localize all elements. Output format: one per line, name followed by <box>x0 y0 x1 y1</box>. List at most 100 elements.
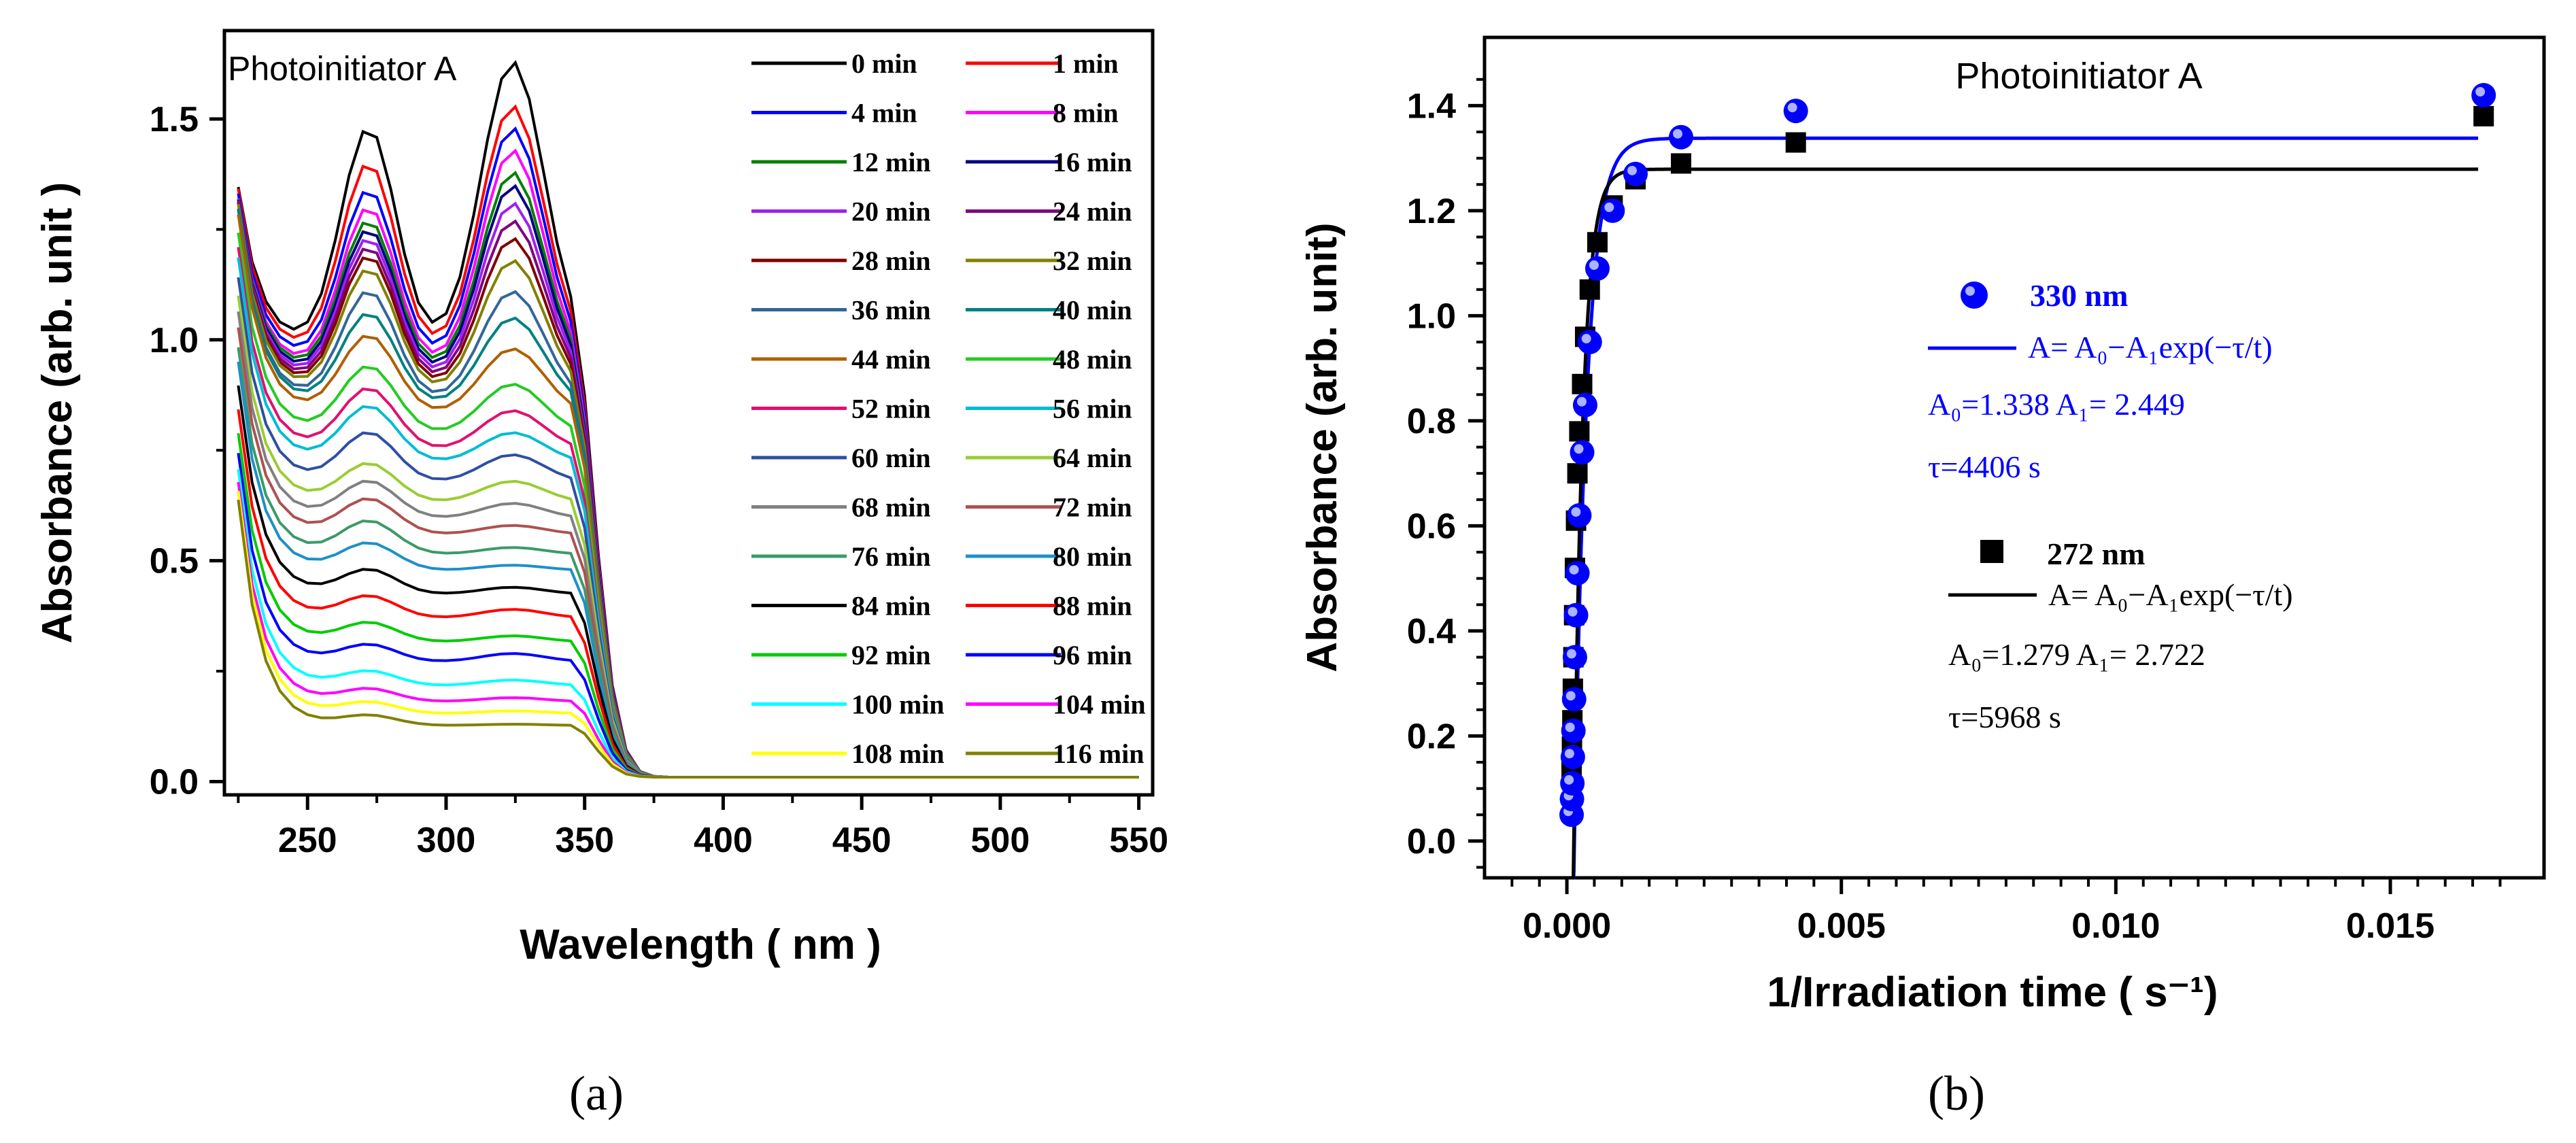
legend-label: 44 min <box>851 344 931 375</box>
b-x-tick-label: 0.010 <box>2071 906 2160 946</box>
legend-label: 68 min <box>851 492 931 523</box>
panel-a-legend: 0 min 1 min 4 min 8 min 12 min 16 min 20 min 24… <box>751 48 1146 769</box>
legend-label: 56 min <box>1053 394 1132 424</box>
legend-label: 20 min <box>851 197 931 227</box>
point-330nm <box>1783 99 1808 124</box>
panel-a-plot-frame <box>222 29 1155 797</box>
point-272nm <box>1587 232 1608 253</box>
panel-a-label: (a) <box>569 1066 624 1121</box>
legend-330nm-marker <box>1961 282 1988 309</box>
spectrum-curve-1-min <box>237 104 1139 779</box>
legend-272nm-marker <box>1980 540 2003 563</box>
point-330nm <box>1570 440 1595 465</box>
panel-a-curves <box>237 60 1139 779</box>
b-y-tick-label: 0.6 <box>1407 507 1456 546</box>
legend-label: 16 min <box>1053 147 1132 177</box>
panel-b-chart: 0.000 0.005 0.010 0.015 0.0 0.2 0.4 0.6 0.8 1.0 1.… <box>1299 35 2546 1121</box>
b-y-tick-label: 1.0 <box>1407 296 1456 336</box>
point-330nm-highlight <box>1564 774 1574 785</box>
panel-b-ticks: 0.000 0.005 0.010 0.015 0.0 0.2 0.4 0.6 0.8 1.0 1.… <box>1407 78 2502 946</box>
fit-line-272nm <box>1567 167 2479 880</box>
spectrum-curve-76-min <box>237 347 1139 779</box>
fit-line-330nm <box>1567 136 2479 880</box>
spectrum-curve-28-min <box>237 203 1139 779</box>
b-y-tick-label: 1.4 <box>1407 86 1456 126</box>
point-330nm-highlight <box>1569 564 1579 575</box>
legend-label: 76 min <box>851 541 931 572</box>
panel-b-label: (b) <box>1928 1066 1985 1121</box>
panel-b-data-points <box>1559 82 2496 828</box>
legend-272nm-fit-tau: τ=5968 s <box>1948 700 2061 734</box>
legend-330nm-fit-equation: A= A₀−A₁exp(−τ/t) <box>2028 330 2273 364</box>
panel-b-x-axis-label: 1/Irradiation time ( s⁻¹) <box>1767 969 2218 1016</box>
point-330nm <box>1567 502 1592 528</box>
a-y-tick-label: 0.0 <box>150 763 199 802</box>
b-y-tick-label: 1.2 <box>1407 192 1456 231</box>
legend-272nm-fit-params: A₀=1.279 A₁= 2.722 <box>1948 637 2205 672</box>
panel-b-y-axis-label: Absorbance (arb. unit) <box>1299 222 1346 672</box>
panel-b-fit-curves <box>1567 136 2479 880</box>
point-330nm-highlight <box>1604 202 1614 212</box>
point-272nm <box>1569 421 1590 442</box>
legend-label: 96 min <box>1053 640 1132 670</box>
legend-label: 80 min <box>1053 541 1132 572</box>
point-330nm <box>1561 718 1586 743</box>
legend-label: 92 min <box>851 640 931 670</box>
spectrum-curve-24-min <box>237 201 1139 779</box>
point-330nm <box>1577 330 1602 355</box>
legend-272nm-fit-equation: A= A₀−A₁exp(−τ/t) <box>2048 577 2293 612</box>
point-330nm-highlight <box>1567 607 1578 617</box>
legend-label: 48 min <box>1053 344 1132 375</box>
point-330nm-highlight <box>1581 334 1591 344</box>
legend-label: 52 min <box>851 394 931 424</box>
b-y-tick-label: 0.0 <box>1407 822 1456 861</box>
point-330nm <box>1560 745 1585 770</box>
spectrum-curve-44-min <box>237 214 1139 779</box>
point-272nm <box>1785 132 1806 153</box>
point-272nm <box>2473 105 2494 126</box>
point-330nm <box>1561 687 1587 712</box>
legend-330nm: 330 nm A= A₀−A₁exp(−τ/t) A₀=1.338 A₁= 2.… <box>1928 278 2273 484</box>
legend-label: 100 min <box>851 689 945 720</box>
a-x-tick-label: 250 <box>278 821 337 860</box>
legend-label: 32 min <box>1053 245 1132 276</box>
b-x-tick-label: 0.005 <box>1797 906 1886 946</box>
legend-label: 12 min <box>851 147 931 177</box>
legend-272nm-name: 272 nm <box>2047 536 2145 571</box>
point-272nm <box>1567 463 1588 484</box>
legend-label: 104 min <box>1053 689 1146 720</box>
point-330nm-highlight <box>1571 507 1581 517</box>
point-330nm <box>1572 392 1597 417</box>
spectrum-curve-52-min <box>237 247 1139 779</box>
spectrum-curve-56-min <box>237 257 1139 779</box>
point-330nm-highlight <box>1565 722 1575 732</box>
a-x-tick-label: 400 <box>694 821 753 860</box>
spectrum-curve-48-min <box>237 232 1139 779</box>
spectrum-curve-72-min <box>237 327 1139 779</box>
point-330nm-highlight <box>1566 649 1576 659</box>
point-272nm <box>1579 279 1600 300</box>
point-330nm-highlight <box>1576 396 1587 407</box>
legend-label: 60 min <box>851 443 931 473</box>
point-330nm-highlight <box>1627 165 1637 175</box>
panel-a-y-axis-label: Absorbance (arb. unit ) <box>34 182 81 644</box>
point-330nm <box>2471 82 2496 107</box>
spectrum-curve-12-min <box>237 170 1139 779</box>
point-272nm <box>1670 153 1691 174</box>
legend-330nm-fit-params: A₀=1.338 A₁= 2.449 <box>1928 387 2185 422</box>
spectrum-curve-96-min <box>237 453 1139 779</box>
legend-label: 84 min <box>851 591 931 621</box>
point-330nm-highlight <box>1787 103 1797 113</box>
legend-label: 8 min <box>1053 98 1119 129</box>
legend-label: 0 min <box>851 48 917 79</box>
point-330nm-highlight <box>1565 691 1576 701</box>
a-x-tick-label: 300 <box>417 821 476 860</box>
point-330nm <box>1565 560 1590 585</box>
panel-a-ticks: 250 300 350 400 450 500 550 0.0 0.5 1.0 1.5 <box>150 100 1168 860</box>
point-330nm-highlight <box>1564 749 1574 759</box>
legend-label: 1 min <box>1053 48 1119 79</box>
spectrum-curve-36-min <box>237 208 1139 779</box>
a-y-tick-label: 1.5 <box>150 100 199 139</box>
legend-272nm: 272 nm A= A₀−A₁exp(−τ/t) A₀=1.279 A₁= 2.… <box>1948 536 2293 734</box>
